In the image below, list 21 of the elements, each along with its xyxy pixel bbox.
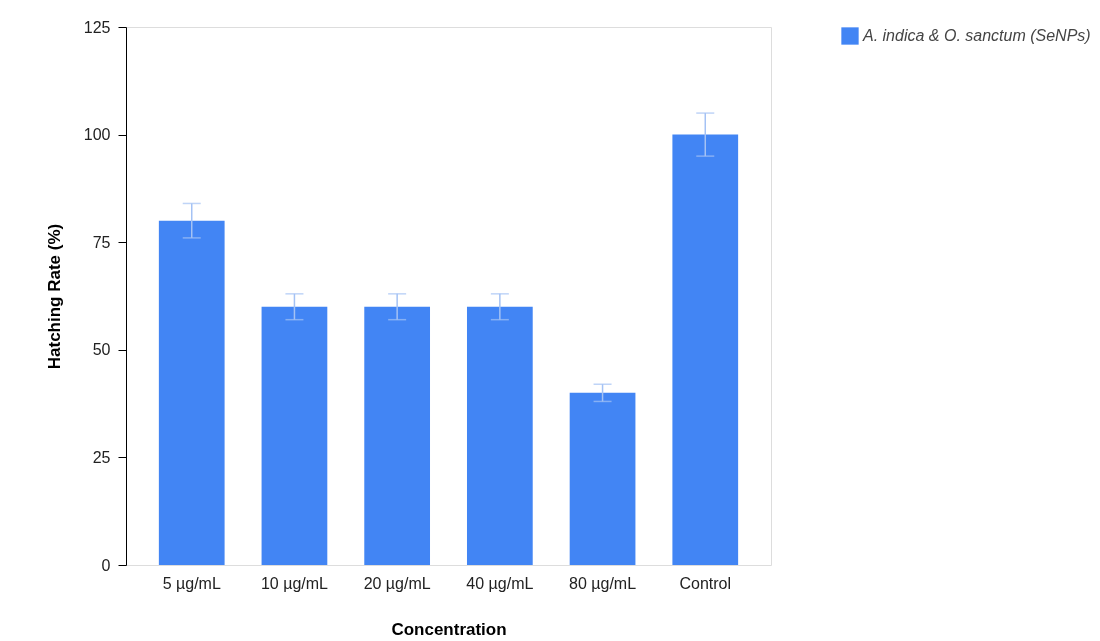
y-tick-label: 25 — [92, 448, 111, 466]
bar — [261, 306, 328, 565]
bar — [569, 392, 636, 565]
y-tick-label: 0 — [101, 556, 111, 574]
x-tick-label: 10 µg/mL — [260, 574, 329, 592]
y-axis-title: Hatching Rate (%) — [44, 223, 64, 370]
bar — [364, 306, 431, 565]
x-tick-label: 5 µg/mL — [162, 574, 221, 592]
x-axis-title: Concentration — [391, 619, 507, 639]
y-tick-label: 100 — [83, 126, 111, 144]
y-tick-label: 75 — [92, 233, 111, 251]
bar — [158, 220, 225, 565]
legend-label: A. indica & O. sanctum (SeNPs) — [862, 27, 1091, 44]
x-tick-label: Control — [679, 574, 732, 592]
x-tick-label: 80 µg/mL — [569, 574, 637, 592]
x-tick-label: 40 µg/mL — [466, 574, 534, 592]
bar — [466, 306, 533, 565]
bar — [672, 134, 739, 565]
y-tick-label: 50 — [92, 341, 111, 359]
x-tick-label: 20 µg/mL — [363, 574, 431, 592]
y-tick-label: 125 — [83, 18, 111, 36]
